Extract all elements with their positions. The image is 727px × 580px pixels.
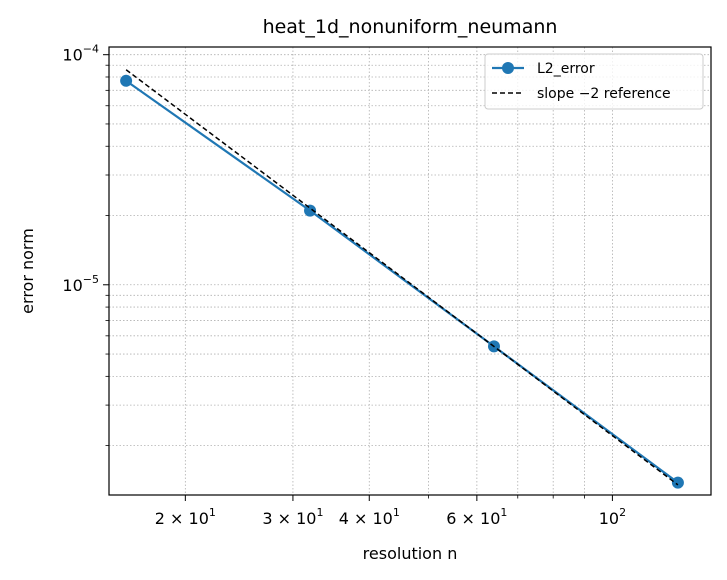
x-tick-label: 102 [599,506,626,528]
x-tick-label-base: 3 × 10 [262,509,316,528]
chart-title: heat_1d_nonuniform_neumann [263,16,558,38]
x-tick-label-exponent: 2 [619,506,626,519]
legend-box [484,53,704,110]
y-tick-label-exponent: −5 [83,273,99,286]
plot-frame [108,46,712,496]
plot-series [120,69,684,489]
y-tick-label: 10−5 [62,273,99,295]
y-tick-label: 10−4 [62,43,99,65]
y-tick-label-base: 10 [62,276,82,295]
x-tick-label: 3 × 101 [262,506,323,528]
y-tick-label-exponent: −4 [83,43,99,56]
legend: L2_error slope −2 reference [484,53,704,110]
x-tick-label-exponent: 1 [500,506,507,519]
legend-label-l2-error: L2_error [537,61,595,77]
l2-error-line [125,79,679,484]
legend-marker-l2-error [502,62,514,74]
y-tick-label-base: 10 [62,46,82,65]
x-tick-label: 4 × 101 [339,506,400,528]
x-tick-label-base: 2 × 10 [155,509,209,528]
l2-error-point [304,204,317,217]
x-axis-label: resolution n [363,544,458,563]
x-tick-label-base: 10 [599,509,619,528]
l2-error-point [120,74,133,87]
y-axis-label: error norm [18,228,37,314]
reference-slope-line [125,69,679,486]
legend-label-reference: slope −2 reference [537,86,671,102]
x-tick-label-exponent: 1 [209,506,216,519]
x-tick-label-exponent: 1 [393,506,400,519]
l2-error-point [671,476,684,489]
x-tick-label: 6 × 101 [446,506,507,528]
x-tick-label-base: 6 × 10 [446,509,500,528]
x-tick-label-exponent: 1 [316,506,323,519]
x-tick-label: 2 × 101 [155,506,216,528]
x-tick-label-base: 4 × 10 [339,509,393,528]
